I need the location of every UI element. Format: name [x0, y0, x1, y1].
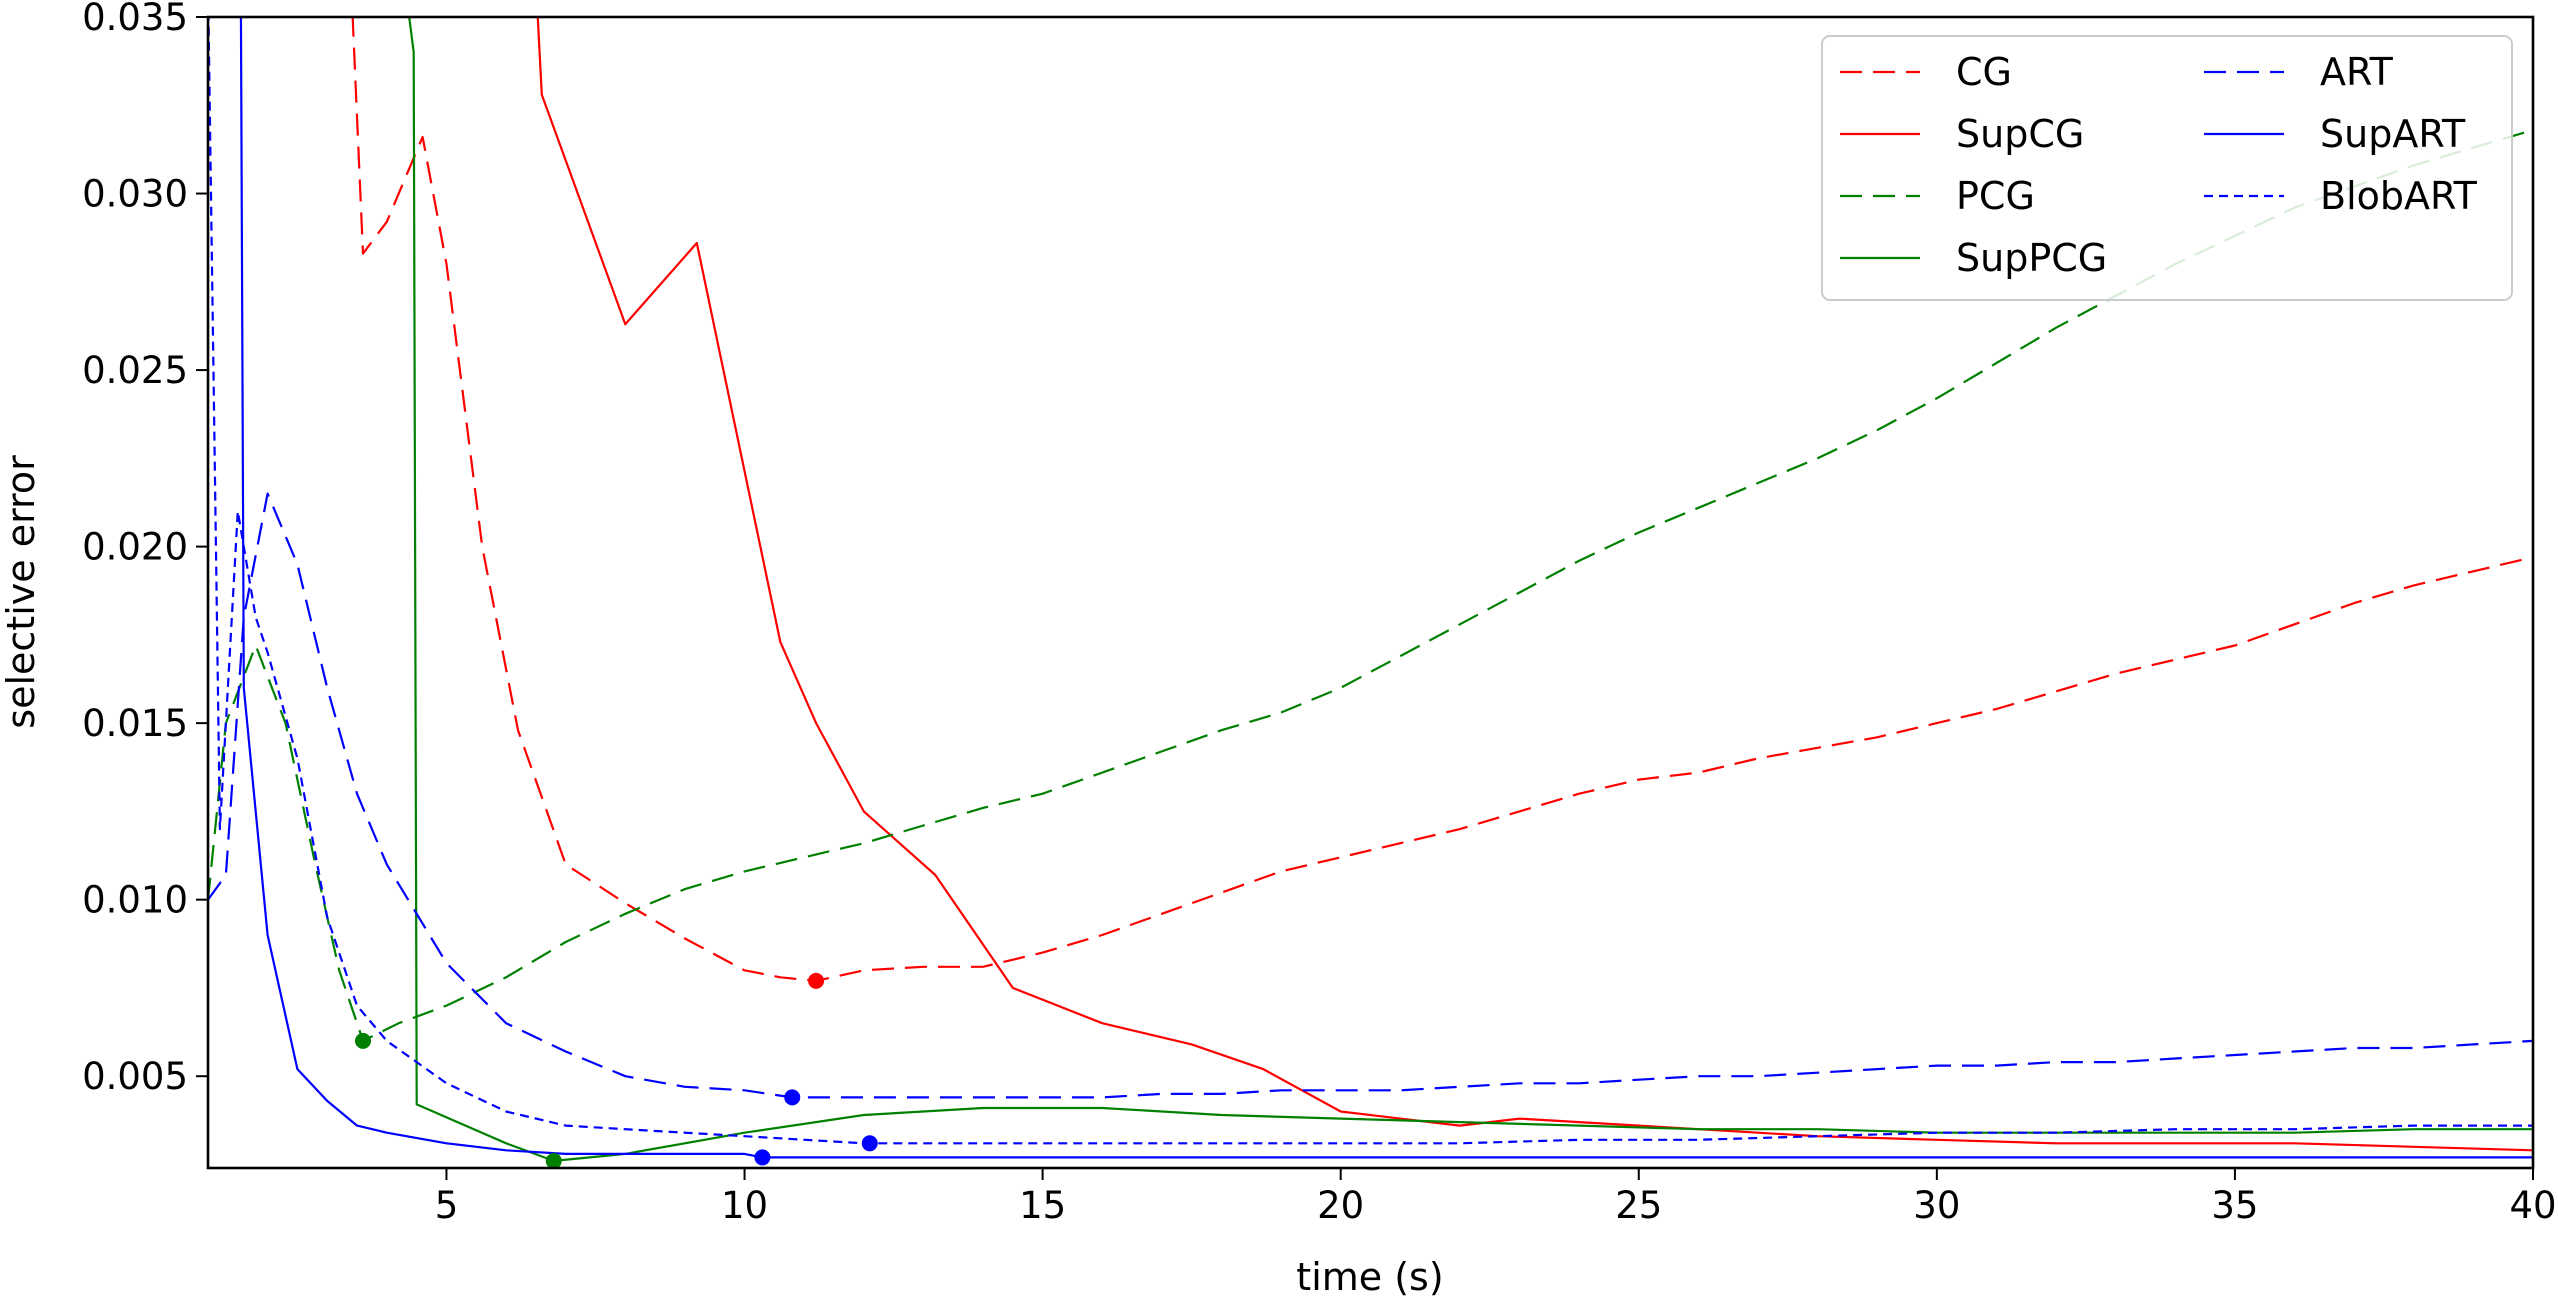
x-tick-label: 30 — [1913, 1184, 1960, 1227]
min-point-art — [784, 1089, 801, 1106]
legend-box — [1821, 35, 2513, 301]
series-line-supcg — [536, 17, 2533, 1152]
legend-label-suppcg: SupPCG — [1956, 236, 2107, 280]
legend: CG SupCG PCG SupPCG ART SupART BlobART — [1821, 35, 2513, 301]
y-tick-label: 0.010 — [82, 879, 188, 922]
tick-layer: 5 10 15 20 25 30 35 40 0.005 0.010 0.015 0.020 0.025… — [82, 0, 2556, 1227]
min-point-cg — [808, 972, 825, 989]
y-tick-label: 0.020 — [82, 526, 188, 569]
series-line-supart — [239, 17, 2533, 1159]
y-tick-label: 0.025 — [82, 349, 188, 392]
min-point-pcg — [355, 1032, 371, 1049]
x-tick-label: 25 — [1615, 1184, 1662, 1227]
y-tick-label: 0.035 — [82, 0, 188, 39]
min-point-supart — [754, 1149, 771, 1166]
x-tick-label: 40 — [2509, 1184, 2556, 1227]
min-point-blobart — [861, 1135, 878, 1152]
y-tick-label: 0.005 — [82, 1055, 188, 1098]
marker-layer — [355, 972, 878, 1169]
y-tick-label: 0.030 — [82, 173, 188, 216]
x-tick-label: 35 — [2211, 1184, 2258, 1227]
legend-label-pcg: PCG — [1956, 174, 2035, 218]
series-line-cg — [351, 17, 2533, 983]
legend-label-cg: CG — [1956, 50, 2012, 94]
series-line-art — [208, 492, 2533, 1099]
series-line-pcg — [208, 128, 2533, 1043]
x-tick-label: 10 — [721, 1184, 768, 1227]
plot-frame — [206, 15, 2535, 1170]
y-axis-label: selective error — [0, 455, 43, 729]
x-tick-label: 5 — [435, 1184, 459, 1227]
min-point-suppcg — [545, 1152, 562, 1169]
x-tick-label: 20 — [1317, 1184, 1364, 1227]
x-axis-label: time (s) — [1296, 1255, 1443, 1299]
x-tick-label: 15 — [1019, 1184, 1066, 1227]
legend-label-art: ART — [2320, 50, 2394, 94]
legend-label-supcg: SupCG — [1956, 112, 2084, 156]
legend-label-supart: SupART — [2320, 112, 2466, 156]
legend-label-blobart: BlobART — [2320, 174, 2478, 218]
y-tick-label: 0.015 — [82, 702, 188, 745]
